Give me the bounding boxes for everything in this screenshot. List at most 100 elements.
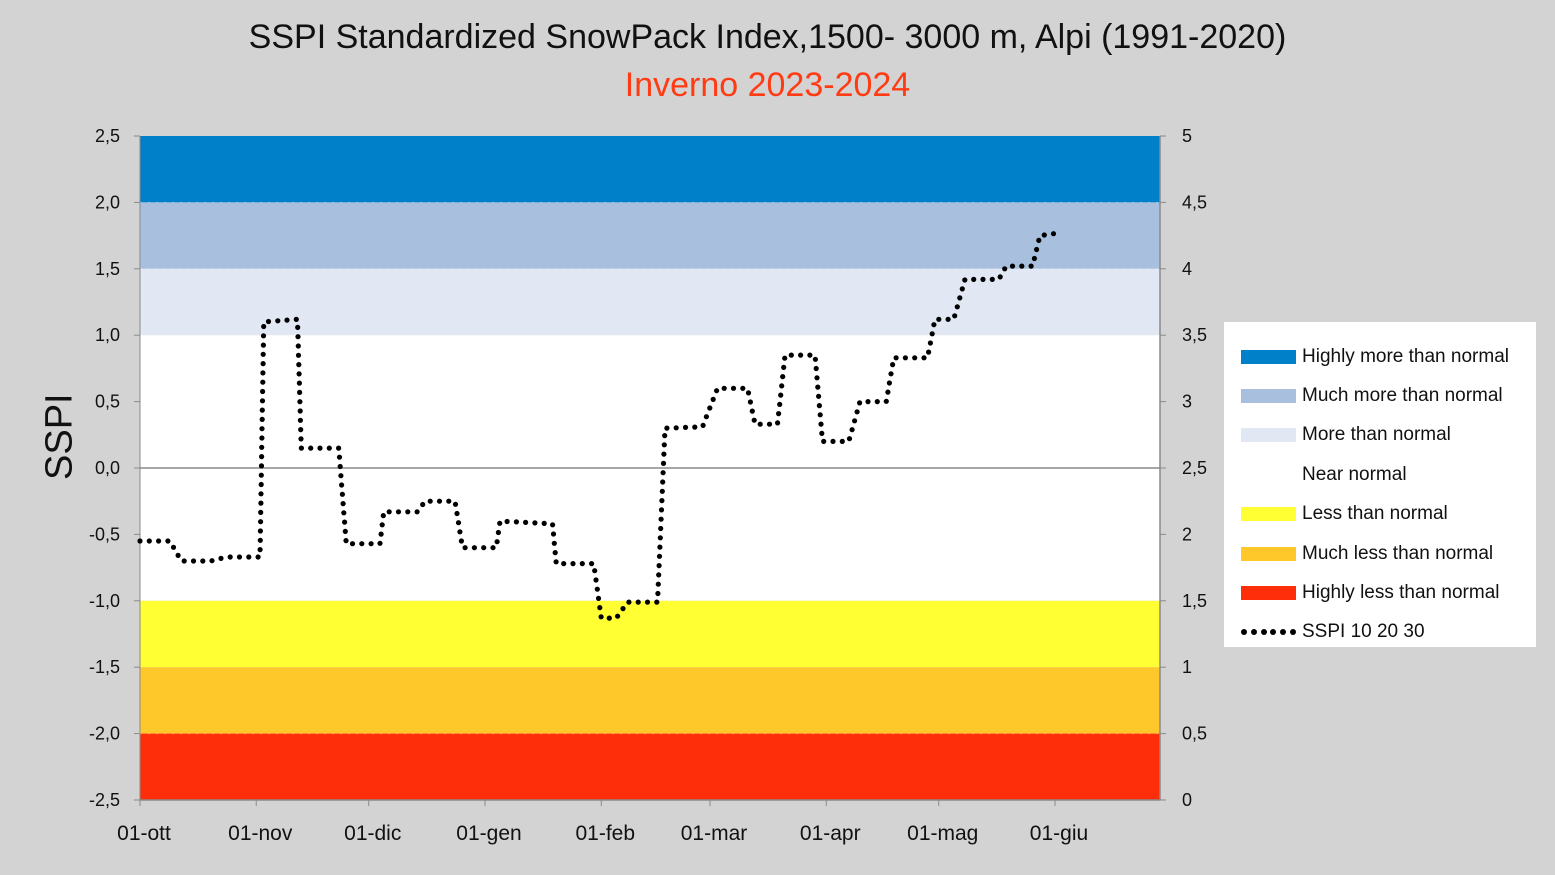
series-point: [655, 590, 661, 597]
series-point: [816, 393, 822, 399]
series-point: [377, 540, 383, 546]
series-point: [368, 541, 374, 547]
series-point: [552, 550, 558, 556]
series-point: [553, 559, 559, 565]
chart-title: SSPI Standardized SnowPack Index,1500- 3…: [248, 18, 1287, 56]
series-point: [317, 445, 323, 451]
series-point: [523, 519, 529, 526]
series-point: [550, 531, 557, 537]
series-point: [1050, 231, 1057, 237]
series-point: [980, 276, 986, 282]
series-point: [181, 558, 187, 564]
band-2: [140, 268, 1160, 336]
band-1: [140, 202, 1160, 269]
series-point: [378, 531, 384, 537]
series-point: [757, 421, 763, 427]
series-point: [257, 537, 263, 543]
series-point: [471, 545, 477, 551]
series-point: [657, 544, 663, 550]
series-point: [339, 491, 345, 497]
band-0: [140, 136, 1160, 203]
series-point: [455, 520, 462, 526]
series-point: [227, 554, 233, 560]
series-point: [782, 355, 788, 361]
series-point: [260, 342, 266, 348]
series-point: [257, 547, 263, 553]
y2-tick-label: 1,5: [1182, 591, 1207, 611]
series-point: [818, 421, 824, 427]
series-point: [296, 380, 302, 386]
legend: Highly more than normal Much more than no…: [1224, 322, 1536, 647]
series-point: [165, 538, 171, 544]
series-point: [658, 525, 664, 532]
series-point: [297, 389, 303, 395]
legend-item: Less than normal: [1224, 495, 1536, 534]
series-point: [386, 509, 392, 515]
legend-label: Less than normal: [1302, 503, 1448, 525]
series-point: [156, 538, 162, 544]
series-point: [807, 352, 813, 358]
series-point: [700, 422, 706, 428]
series-point: [342, 519, 348, 525]
series-point: [780, 374, 786, 380]
series-point: [504, 518, 510, 525]
legend-label: Much less than normal: [1302, 542, 1494, 564]
series-point: [962, 277, 968, 283]
series-point: [200, 558, 206, 564]
series-point: [395, 509, 402, 515]
series-point: [259, 398, 266, 404]
series-point: [673, 425, 679, 431]
series-point: [218, 555, 224, 562]
series-point: [775, 420, 781, 426]
series-point: [295, 324, 301, 330]
series-point: [260, 388, 266, 395]
legend-item: More than normal: [1224, 416, 1536, 455]
series-point: [959, 286, 965, 292]
series-point: [606, 615, 612, 621]
series-point: [751, 417, 757, 423]
series-point: [661, 442, 667, 448]
series-point: [258, 463, 265, 469]
legend-label: Much more than normal: [1302, 385, 1503, 407]
x-tick-label: 01-ott: [117, 822, 171, 845]
series-point: [405, 509, 411, 515]
series-point: [298, 427, 304, 433]
series-point: [644, 599, 651, 605]
legend-label: Highly more than normal: [1302, 345, 1509, 367]
series-point: [339, 482, 345, 488]
series-point: [497, 520, 503, 526]
x-tick-label: 01-gen: [456, 822, 521, 845]
y2-tick-label: 5: [1182, 126, 1192, 146]
series-point: [912, 355, 918, 361]
series-point: [656, 572, 662, 578]
series-point: [593, 577, 599, 583]
series-point: [707, 405, 713, 411]
series-point: [692, 424, 698, 430]
series-point: [781, 364, 787, 370]
series-point: [257, 528, 263, 534]
series-point: [258, 491, 264, 497]
legend-item: Much more than normal: [1224, 376, 1536, 415]
series-point: [886, 380, 893, 386]
series-point: [298, 445, 304, 451]
series-point: [297, 408, 303, 414]
series-point: [813, 365, 819, 372]
series-point: [798, 352, 804, 358]
legend-swatch: [1241, 428, 1296, 443]
series-point: [293, 316, 299, 322]
series-point: [295, 343, 301, 349]
series-point: [379, 522, 385, 528]
series-point: [852, 418, 858, 424]
series-point: [589, 561, 595, 567]
series-point: [258, 509, 264, 515]
series-point: [865, 399, 871, 405]
y-axis-ticks: -2,5 -2,0 -1,5 -1,0 -0,5 0,0 0,5 1,0 1,5 2,0 2,5: [89, 126, 140, 810]
series-point: [777, 401, 783, 407]
series-point: [259, 407, 265, 413]
series-point: [655, 581, 661, 587]
series-point: [260, 333, 267, 339]
series-point: [788, 352, 794, 358]
series-point: [656, 563, 662, 569]
series-point: [659, 498, 665, 504]
